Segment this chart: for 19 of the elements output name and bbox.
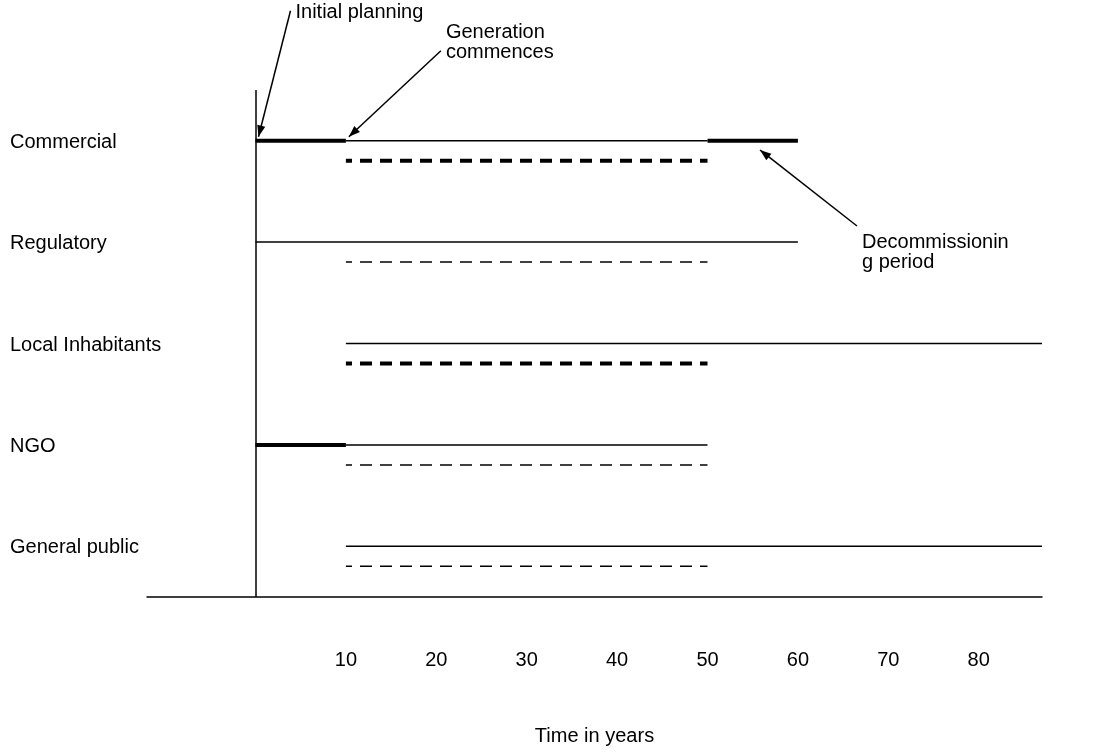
annotation: Initial planning — [295, 0, 424, 22]
x-tick-label: 80 — [967, 648, 990, 670]
annotation: Decommissioning period — [862, 230, 1009, 272]
x-tick-label: 10 — [334, 648, 358, 670]
x-axis-title: Time in years — [534, 724, 655, 746]
x-tick-label: 50 — [696, 648, 719, 670]
y-tick-label: Local Inhabitants — [10, 332, 162, 355]
y-tick-label: NGO — [10, 433, 56, 456]
y-tick-label: Regulatory — [10, 231, 107, 254]
x-tick-label: 40 — [605, 648, 629, 670]
x-tick-label: 70 — [877, 648, 900, 670]
x-tick-label: 20 — [425, 648, 448, 670]
x-tick-label: 30 — [515, 648, 538, 670]
y-tick-label: Commercial — [10, 129, 117, 152]
bar — [345, 158, 708, 163]
bar — [345, 361, 708, 366]
y-tick-label: General public — [10, 535, 139, 558]
x-tick-label: 60 — [786, 648, 810, 670]
annotation: Generation commences — [445, 19, 554, 62]
